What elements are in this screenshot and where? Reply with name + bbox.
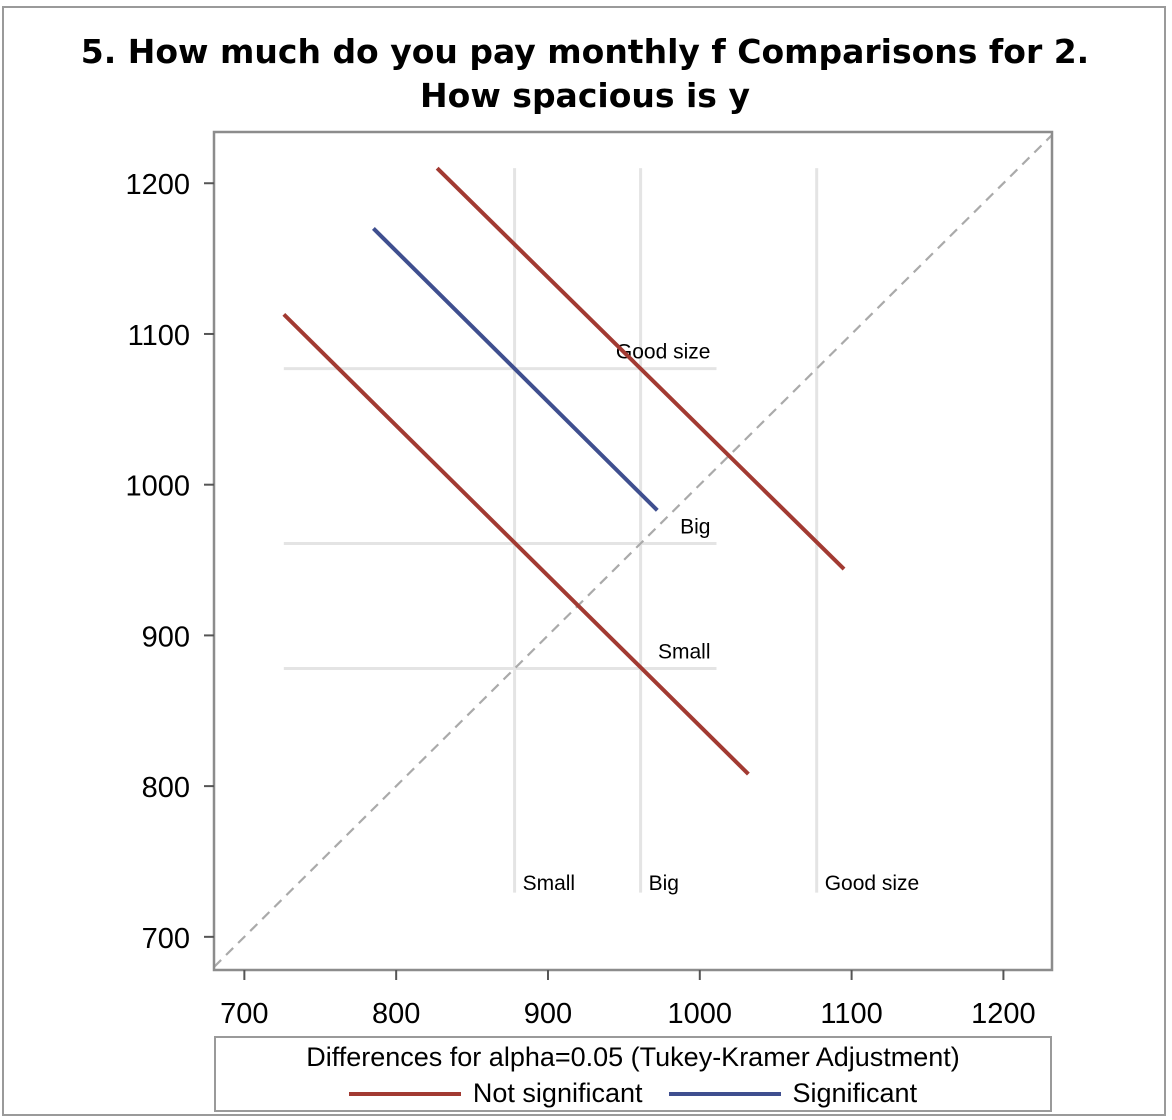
diagonal-reference-line: [213, 134, 1053, 968]
legend-label-not-significant: Not significant: [472, 1078, 643, 1108]
x-group-label-good-size: Good size: [825, 872, 920, 895]
legend-swatch-significant: [668, 1091, 781, 1096]
legend-label-significant: Significant: [792, 1078, 918, 1108]
x-tick-label-800: 800: [372, 998, 420, 1030]
legend-item-significant: Significant: [668, 1078, 918, 1109]
chart-title: 5. How much do you pay monthly f Compari…: [80, 32, 1090, 115]
y-tick-label-1200: 1200: [125, 169, 190, 201]
comparison-line-not-significant-1: [282, 312, 750, 776]
y-tick-label-800: 800: [142, 772, 190, 804]
y-tick-label-700: 700: [142, 923, 190, 955]
x-group-label-small: Small: [523, 872, 576, 895]
x-tick-label-1000: 1000: [668, 998, 733, 1030]
x-tick-label-1200: 1200: [971, 998, 1036, 1030]
plot-border: [212, 130, 1054, 972]
y-tick-label-1100: 1100: [128, 320, 190, 352]
legend: Differences for alpha=0.05 (Tukey-Kramer…: [214, 1036, 1052, 1112]
y-group-label-good-size: Good size: [616, 341, 711, 364]
legend-row: Not significant Significant: [216, 1078, 1050, 1109]
x-tick-label-700: 700: [220, 998, 268, 1030]
x-group-label-big: Big: [649, 872, 679, 895]
comparison-line-not-significant-3: [435, 166, 846, 571]
legend-item-not-significant: Not significant: [348, 1078, 643, 1109]
x-tick-label-1100: 1100: [820, 998, 882, 1030]
comparison-line-significant-2: [371, 227, 659, 512]
legend-swatch-not-significant: [348, 1091, 461, 1096]
x-tick-label-900: 900: [524, 998, 572, 1030]
y-tick-label-900: 900: [142, 621, 190, 653]
y-tick-label-1000: 1000: [125, 471, 190, 503]
plot-area: [214, 132, 1052, 970]
legend-title: Differences for alpha=0.05 (Tukey-Kramer…: [306, 1042, 960, 1072]
y-group-label-small: Small: [658, 641, 711, 664]
y-group-label-big: Big: [680, 515, 710, 538]
